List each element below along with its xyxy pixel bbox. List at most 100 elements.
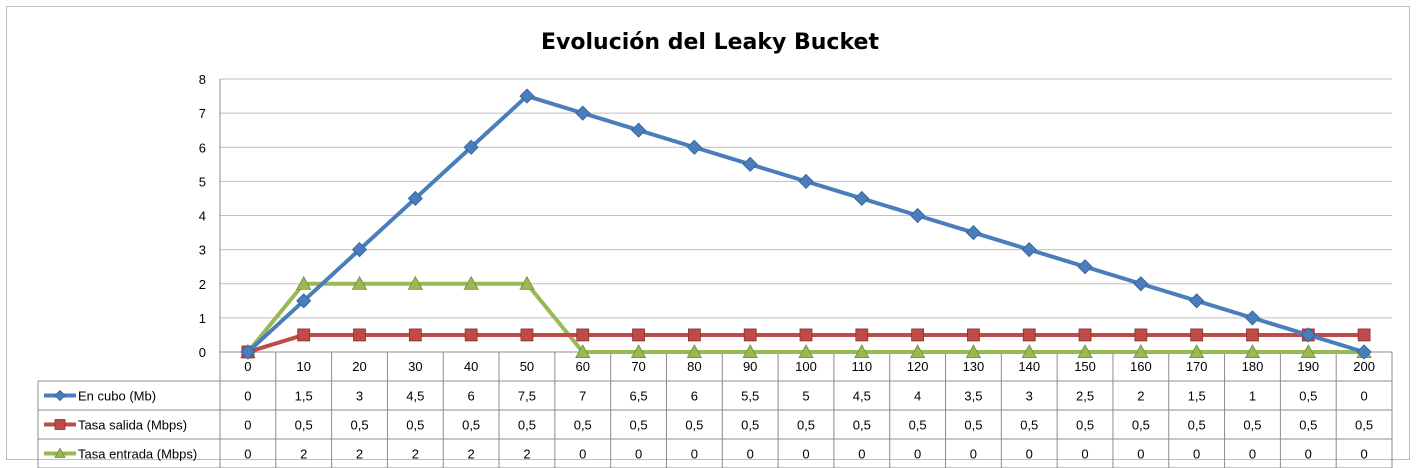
table-cell: 5 [802,389,809,404]
table-cell: 7,5 [518,389,536,404]
table-cell: 0 [244,418,251,433]
data-point [353,328,366,342]
data-point [351,242,368,258]
table-cell: 6 [468,389,475,404]
y-tick-label: 0 [199,345,206,360]
data-point [576,328,590,342]
x-tick-label: 90 [743,359,757,374]
y-tick-label: 2 [199,277,206,292]
table-cell: 2 [468,447,475,462]
data-table: 0 10 20 30 40 50 60 70 80 90 100 110 120 130 140 150 160… [37,351,1393,468]
table-cell: 4,5 [853,389,871,404]
data-point [965,344,982,359]
x-tick-label: 160 [1130,359,1152,374]
y-tick-label: 8 [199,72,206,87]
y-tick-label: 6 [199,140,206,155]
table-cell: 0,5 [909,418,927,433]
table-cell: 0 [691,447,698,462]
data-point [296,275,312,290]
table-cell: 3,5 [964,389,982,404]
table-cell: 0 [635,447,642,462]
data-point [1244,344,1261,359]
y-axis-ticks: 0 1 2 3 4 5 6 7 8 [199,72,206,360]
legend-label: Tasa salida (Mbps) [78,418,187,433]
data-point [1246,328,1259,342]
x-tick-label: 190 [1297,359,1319,374]
y-tick-label: 5 [199,174,206,189]
table-cell: 1,5 [1188,389,1206,404]
data-point [1021,344,1037,359]
data-point [1077,344,1093,359]
x-tick-label: 130 [963,359,985,374]
x-tick-label: 60 [576,359,590,374]
table-cell: 2 [300,447,307,462]
data-point [1021,242,1037,258]
data-point [1244,310,1261,326]
data-point [297,328,311,342]
table-cell: 0 [579,447,586,462]
table-cell: 0,5 [741,418,759,433]
data-point [407,190,423,207]
data-point [742,156,758,172]
table-cell: 0,5 [853,418,871,433]
data-point [1189,293,1205,309]
table-cell: 0 [1249,447,1256,462]
table-cell: 0,5 [1076,418,1094,433]
table-cell: 0 [1193,447,1200,462]
data-point [911,328,925,342]
x-tick-label: 70 [631,359,645,374]
data-point [520,328,534,342]
table-cell: 0 [1305,447,1312,462]
legend-label: En cubo (Mb) [78,389,156,404]
table-cell: 1 [1249,389,1256,404]
legend-key-marker [54,389,66,402]
table-cell: 0,5 [350,418,368,433]
x-tick-label: 50 [520,359,534,374]
table-cell: 0,5 [1299,389,1317,404]
chart-frame [6,6,1410,460]
legend-key-marker [54,419,66,430]
table-cell: 0,5 [574,418,592,433]
data-point [575,105,591,121]
data-point [631,122,647,138]
data-point [855,328,869,342]
x-tick-label: 120 [907,359,929,374]
x-tick-label: 80 [687,359,701,374]
data-point [686,139,702,155]
x-tick-label: 140 [1018,359,1040,374]
y-tick-label: 3 [199,243,206,258]
data-point [464,328,478,342]
table-cell: 4,5 [406,389,424,404]
x-tick-label: 0 [244,359,251,374]
data-point [742,344,758,359]
y-tick-label: 4 [199,209,206,224]
data-point [1300,327,1316,343]
data-point [632,328,645,342]
table-cell: 6 [691,389,698,404]
data-point [463,275,479,290]
table-cell: 0 [970,447,977,462]
x-tick-label: 170 [1186,359,1208,374]
table-cell: 0 [802,447,809,462]
data-point [798,173,814,189]
x-tick-label: 100 [795,359,817,374]
table-cell: 0,5 [1132,418,1150,433]
table-cell: 2 [356,447,363,462]
table-cell: 0,5 [797,418,815,433]
data-point [686,344,703,359]
data-point [351,275,368,290]
table-cell: 1,5 [295,389,313,404]
x-tick-label: 150 [1074,359,1096,374]
data-point [910,207,926,224]
data-point [909,344,926,359]
table-cell: 5,5 [741,389,759,404]
table-cell: 0,5 [462,418,480,433]
series-group [240,88,1372,360]
table-cell: 0,5 [1243,418,1261,433]
data-point [854,190,870,207]
data-point [240,344,256,360]
table-cell: 0,5 [1020,418,1038,433]
data-point [1133,344,1149,359]
legend-label: Tasa entrada (Mbps) [78,447,197,462]
data-point [1356,344,1372,360]
